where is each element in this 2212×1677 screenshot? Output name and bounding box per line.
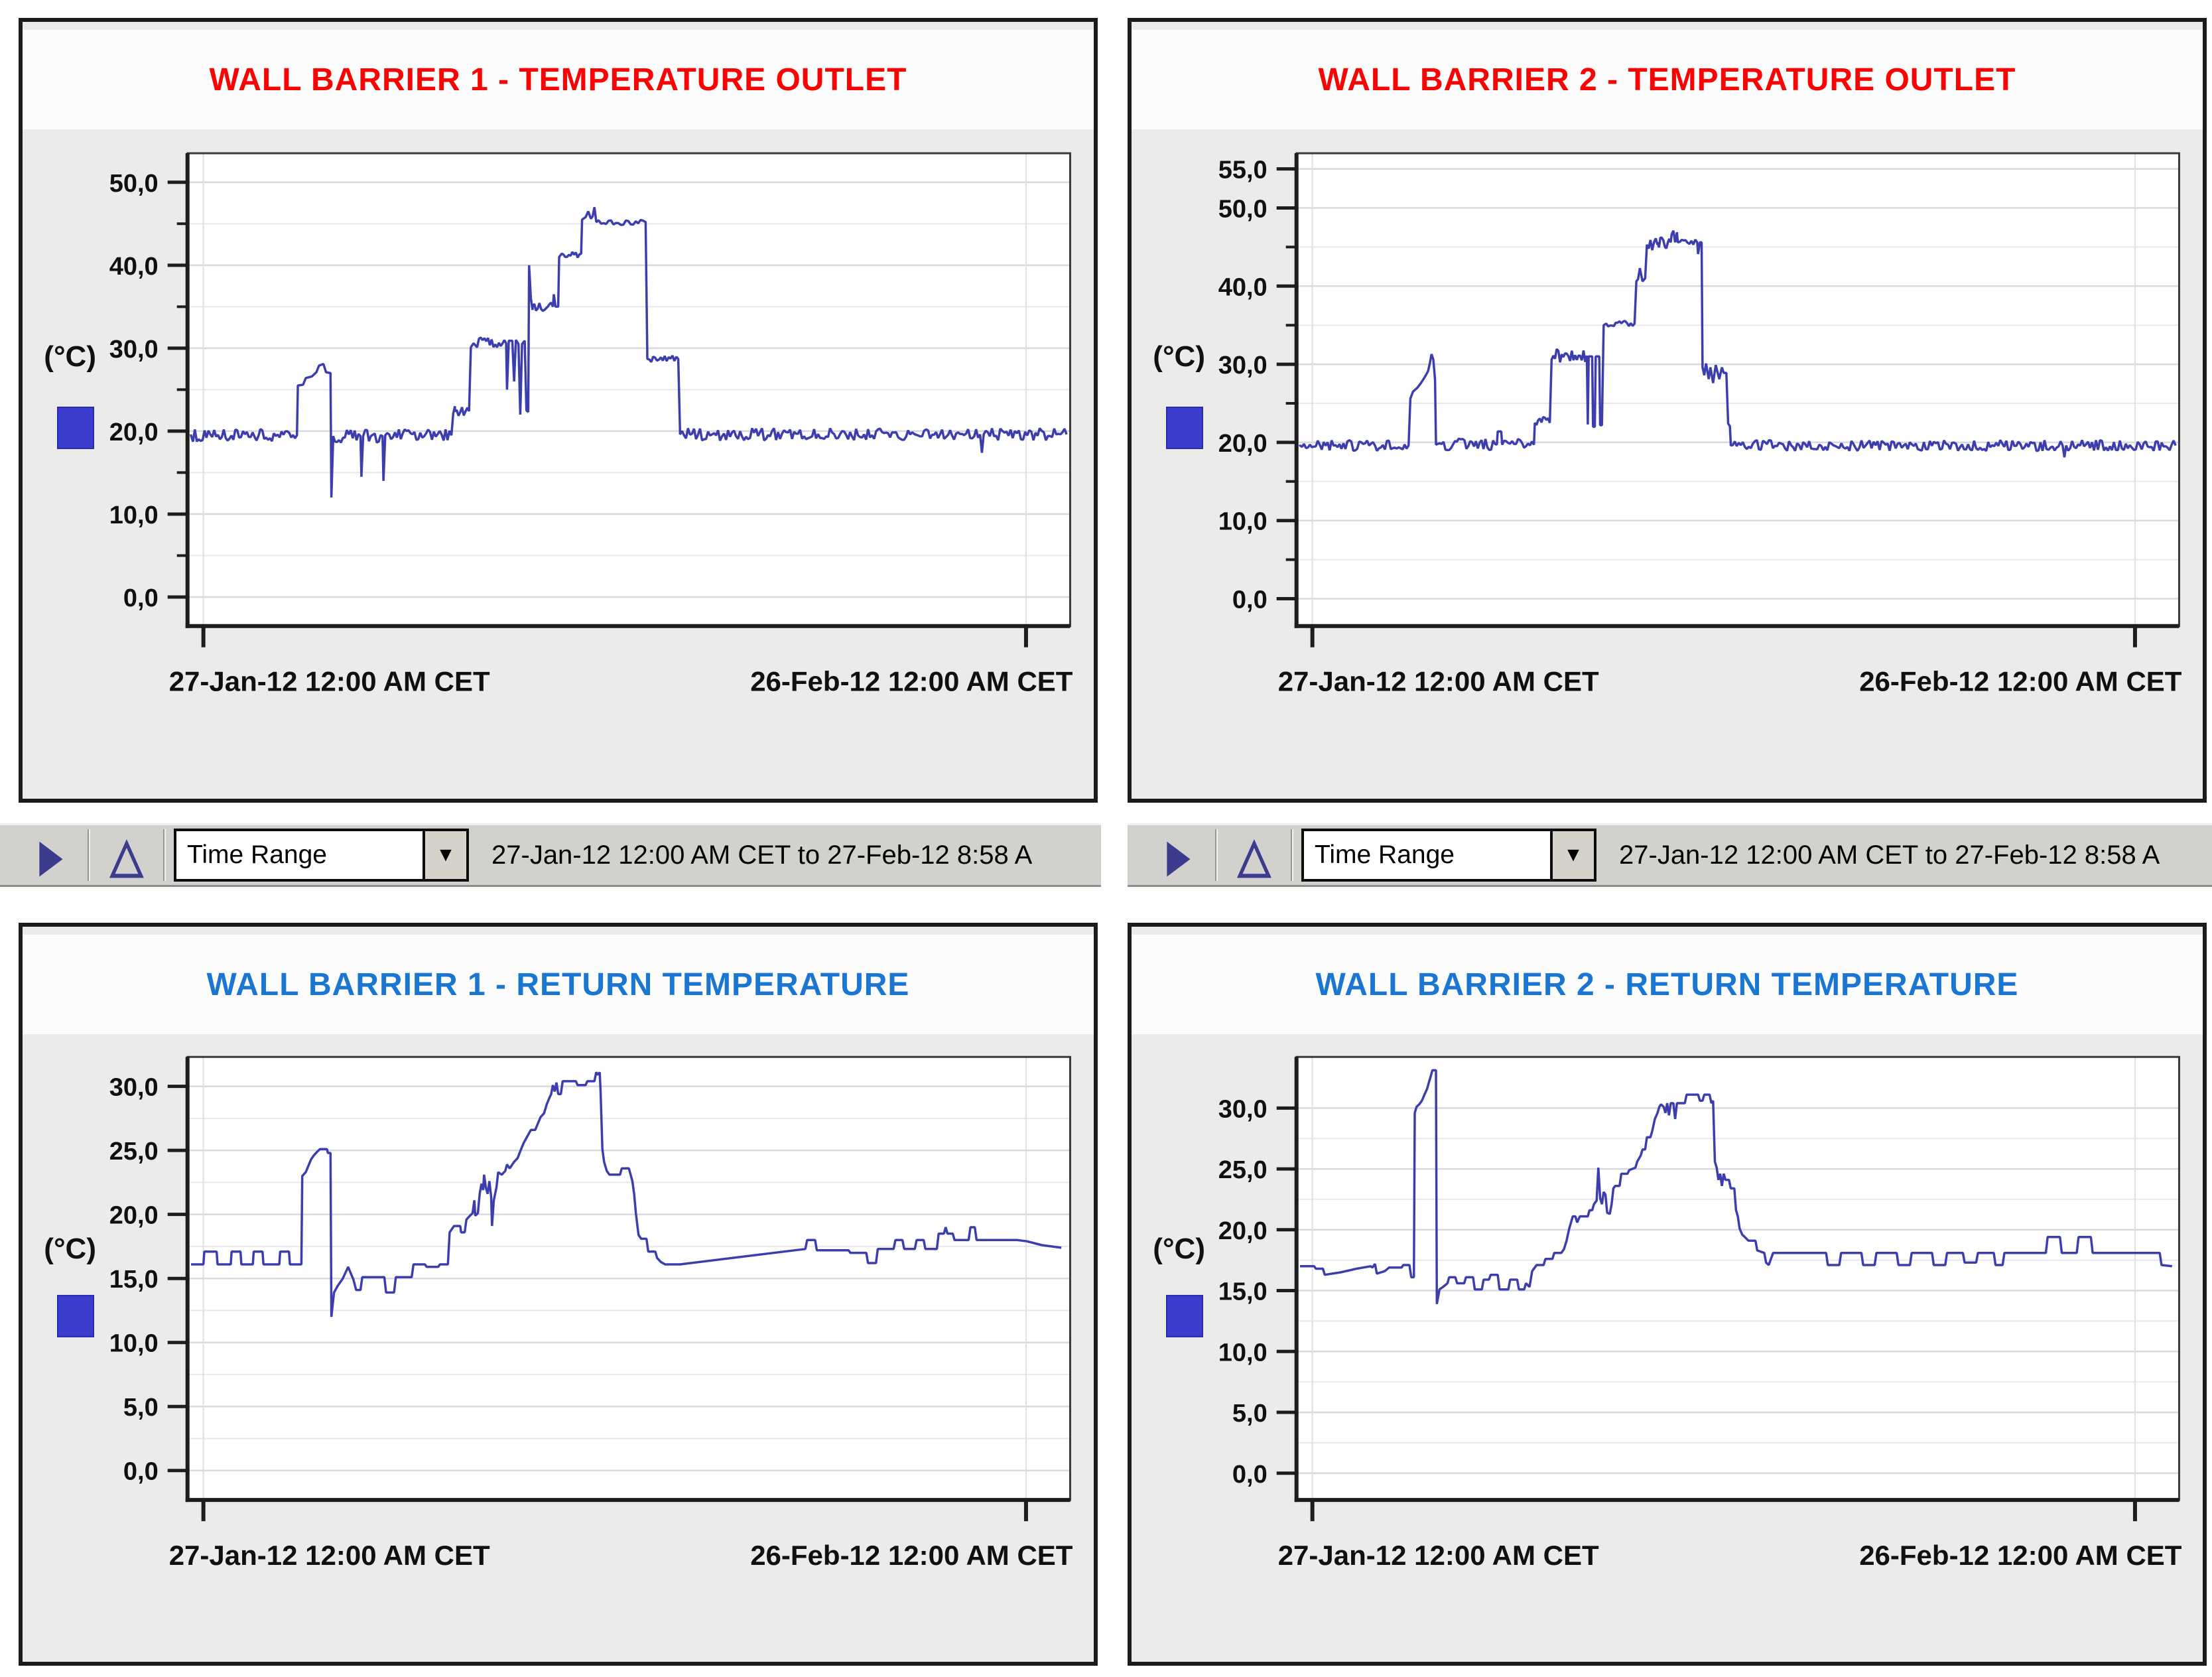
time-range-text: 27-Jan-12 12:00 AM CET to 27-Feb-12 8:58…: [1619, 840, 2160, 870]
x-axis-tick-label: 26-Feb-12 12:00 AM CET: [750, 666, 1073, 697]
toolbar-separator: [1215, 829, 1218, 881]
chart-canvas[interactable]: 0,0 10,0 20,0 30,0 40,0 50,0 27-Jan-12 12:00 A…: [23, 135, 1094, 799]
y-axis-tick-label: 30,0: [1218, 1095, 1268, 1123]
chart-canvas[interactable]: 0,0 5,0 10,0 15,0 20,0 25,0 30,0 27-Jan-12 12:0…: [23, 1040, 1094, 1662]
delta-button[interactable]: △: [90, 825, 163, 885]
chart-panel-wall-barrier-2-outlet: WALL BARRIER 2 - TEMPERATURE OUTLET (°C)…: [1128, 18, 2207, 803]
y-axis-tick-label: 0,0: [123, 1458, 159, 1486]
y-axis-tick-label: 20,0: [1218, 430, 1268, 458]
chart-plot-area[interactable]: (°C) 0,0 5,0 10,0 15,0 20,0 25,0 30,0 27-Jan-12…: [1132, 1040, 2203, 1662]
y-axis-tick-label: 10,0: [109, 502, 159, 529]
time-range-text: 27-Jan-12 12:00 AM CET to 27-Feb-12 8:58…: [491, 840, 1033, 870]
x-axis-tick-label: 26-Feb-12 12:00 AM CET: [750, 1540, 1073, 1571]
chart-canvas[interactable]: 0,0 10,0 20,0 30,0 40,0 50,0 55,0 27-Jan-12 12:…: [1132, 135, 2203, 799]
y-axis-tick-label: 0,0: [1232, 1461, 1268, 1489]
advance-button[interactable]: ▶: [1142, 825, 1215, 885]
y-axis-tick-label: 30,0: [109, 336, 159, 364]
chart-canvas[interactable]: 0,0 5,0 10,0 15,0 20,0 25,0 30,0 27-Jan-12 12:0…: [1132, 1040, 2203, 1662]
y-axis-tick-label: 30,0: [1218, 352, 1268, 379]
series-line: [1300, 1069, 2172, 1305]
toolbar-separator: [88, 829, 90, 881]
chart-title: WALL BARRIER 1 - RETURN TEMPERATURE: [206, 967, 910, 1002]
y-axis-unit-label: (°C): [1153, 340, 1205, 373]
y-axis-unit-label: (°C): [44, 340, 96, 373]
advance-arrow-icon: ▶: [1167, 829, 1191, 881]
dropdown-arrow-button[interactable]: ▼: [1550, 831, 1594, 879]
y-axis-tick-label: 50,0: [1218, 195, 1268, 223]
series-legend-swatch: [1165, 1294, 1203, 1337]
time-range-dropdown[interactable]: Time Range ▼: [174, 829, 469, 882]
chart-panel-wall-barrier-1-outlet: WALL BARRIER 1 - TEMPERATURE OUTLET (°C)…: [19, 18, 1098, 803]
y-axis-tick-label: 15,0: [1218, 1278, 1268, 1306]
chart-title: WALL BARRIER 1 - TEMPERATURE OUTLET: [209, 62, 907, 98]
y-axis-tick-label: 0,0: [1232, 586, 1268, 614]
chart-plot-area[interactable]: (°C) 0,0 10,0 20,0 30,0 40,0 50,0 27-Jan-12 12…: [23, 135, 1094, 799]
y-axis-unit-label: (°C): [1153, 1232, 1205, 1265]
y-axis-tick-label: 15,0: [109, 1266, 159, 1294]
y-axis-tick-label: 40,0: [1218, 273, 1268, 301]
toolbar-separator: [1291, 829, 1293, 881]
chart-title: WALL BARRIER 2 - TEMPERATURE OUTLET: [1318, 62, 2016, 98]
series-legend-swatch: [56, 1294, 94, 1337]
chevron-down-icon: ▼: [436, 844, 456, 866]
series-line: [190, 206, 1068, 498]
trend-toolbar-left: ▶ △ Time Range ▼ 27-Jan-12 12:00 AM CET …: [0, 823, 1101, 887]
y-axis-tick-label: 10,0: [109, 1330, 159, 1358]
delta-icon: △: [110, 828, 143, 882]
delta-button[interactable]: △: [1218, 825, 1291, 885]
series-line: [191, 1071, 1062, 1317]
x-axis-tick-label: 26-Feb-12 12:00 AM CET: [1859, 666, 2182, 697]
y-axis-tick-label: 50,0: [109, 170, 159, 198]
y-axis-tick-label: 20,0: [109, 419, 159, 446]
y-axis-tick-label: 10,0: [1218, 508, 1268, 536]
dropdown-arrow-button[interactable]: ▼: [423, 831, 466, 879]
delta-icon: △: [1238, 828, 1271, 882]
y-axis-tick-label: 20,0: [109, 1202, 159, 1230]
x-axis-tick-label: 26-Feb-12 12:00 AM CET: [1859, 1540, 2182, 1571]
chart-title-band: WALL BARRIER 1 - TEMPERATURE OUTLET: [23, 30, 1094, 129]
advance-arrow-icon: ▶: [39, 829, 63, 881]
x-axis-tick-label: 27-Jan-12 12:00 AM CET: [1278, 666, 1599, 697]
x-axis-tick-label: 27-Jan-12 12:00 AM CET: [169, 666, 490, 697]
y-axis-tick-label: 0,0: [123, 584, 159, 612]
series-legend-swatch: [1165, 407, 1203, 450]
chart-panel-wall-barrier-2-return: WALL BARRIER 2 - RETURN TEMPERATURE (°C)…: [1128, 923, 2207, 1666]
series-legend-swatch: [56, 407, 94, 450]
y-axis-tick-label: 25,0: [109, 1138, 159, 1166]
y-axis-tick-label: 25,0: [1218, 1156, 1268, 1184]
time-range-dropdown-value: Time Range: [1315, 840, 1455, 869]
trend-toolbar-right: ▶ △ Time Range ▼ 27-Jan-12 12:00 AM CET …: [1128, 823, 2212, 887]
y-axis-unit-label: (°C): [44, 1232, 96, 1265]
chart-title-band: WALL BARRIER 2 - TEMPERATURE OUTLET: [1132, 30, 2203, 129]
x-axis-tick-label: 27-Jan-12 12:00 AM CET: [169, 1540, 490, 1571]
y-axis-tick-label: 5,0: [123, 1394, 159, 1422]
chart-plot-area[interactable]: (°C) 0,0 5,0 10,0 15,0 20,0 25,0 30,0 27-Jan-12…: [23, 1040, 1094, 1662]
y-axis-tick-label: 30,0: [109, 1074, 159, 1102]
toolbar-separator: [163, 829, 166, 881]
advance-button[interactable]: ▶: [15, 825, 88, 885]
y-axis-tick-label: 55,0: [1218, 157, 1268, 184]
series-line: [1299, 230, 2177, 458]
chart-title: WALL BARRIER 2 - RETURN TEMPERATURE: [1315, 967, 2019, 1002]
time-range-dropdown-value: Time Range: [187, 840, 327, 869]
y-axis-tick-label: 10,0: [1218, 1339, 1268, 1367]
chart-title-band: WALL BARRIER 2 - RETURN TEMPERATURE: [1132, 935, 2203, 1034]
y-axis-tick-label: 20,0: [1218, 1217, 1268, 1245]
y-axis-tick-label: 5,0: [1232, 1400, 1268, 1428]
chevron-down-icon: ▼: [1563, 844, 1583, 866]
time-range-dropdown[interactable]: Time Range ▼: [1301, 829, 1596, 882]
y-axis-tick-label: 40,0: [109, 253, 159, 281]
chart-plot-area[interactable]: (°C) 0,0 10,0 20,0 30,0 40,0 50,0 55,0 27-Jan-1…: [1132, 135, 2203, 799]
chart-panel-wall-barrier-1-return: WALL BARRIER 1 - RETURN TEMPERATURE (°C)…: [19, 923, 1098, 1666]
chart-title-band: WALL BARRIER 1 - RETURN TEMPERATURE: [23, 935, 1094, 1034]
x-axis-tick-label: 27-Jan-12 12:00 AM CET: [1278, 1540, 1599, 1571]
